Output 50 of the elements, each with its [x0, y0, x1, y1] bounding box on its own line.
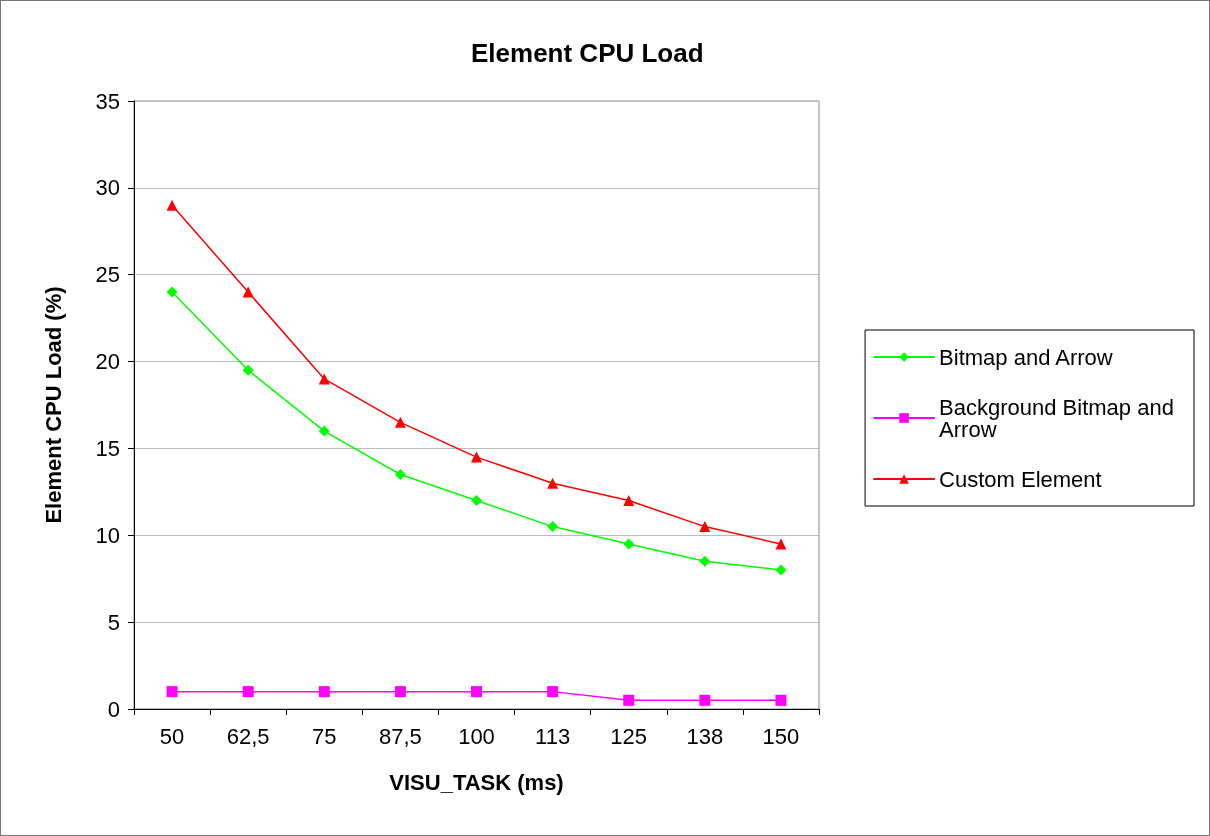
point — [242, 686, 254, 698]
point — [471, 686, 482, 698]
x-tick-label: 100 — [458, 723, 495, 749]
y-tick-label: 5 — [107, 609, 120, 635]
chart-title: Element CPU Load — [471, 38, 704, 68]
x-tick-label: 87,5 — [378, 723, 422, 749]
point — [699, 694, 711, 706]
point — [775, 538, 787, 550]
point — [166, 286, 178, 298]
point — [699, 521, 711, 533]
point — [318, 373, 330, 385]
y-axis-title: Element CPU Load (%) — [40, 286, 66, 524]
legend-label: Custom Element — [939, 466, 1102, 492]
y-tick-label: 10 — [95, 522, 120, 548]
legend-label: Bitmap and Arrow — [939, 344, 1113, 370]
point — [775, 694, 787, 706]
y-tick-label: 0 — [107, 696, 120, 722]
point — [471, 495, 482, 507]
y-tick-label: 20 — [95, 349, 120, 375]
point — [242, 286, 254, 298]
point — [394, 468, 406, 480]
point — [623, 495, 635, 507]
point — [394, 686, 406, 698]
y-tick-label: 15 — [95, 435, 120, 461]
point — [166, 686, 178, 698]
point — [318, 425, 330, 437]
point — [318, 686, 330, 698]
point — [699, 555, 711, 567]
point — [547, 521, 559, 533]
legend-label: Background Bitmap and Arrow — [939, 394, 1181, 442]
x-axis-title: VISU_TASK (ms) — [389, 769, 564, 795]
x-tick-label: 75 — [312, 723, 337, 749]
y-tick-label: 25 — [95, 262, 120, 288]
x-tick-label: 138 — [686, 723, 724, 749]
point — [623, 538, 635, 550]
point — [166, 199, 178, 211]
point — [775, 564, 787, 576]
point — [547, 686, 559, 698]
point — [471, 451, 482, 463]
point — [547, 477, 559, 489]
point — [623, 694, 635, 706]
x-tick-label: 113 — [535, 723, 571, 749]
y-tick-label: 30 — [95, 175, 120, 201]
point — [394, 416, 406, 428]
x-tick-label: 50 — [159, 723, 185, 749]
y-tick-label: 35 — [95, 88, 120, 114]
x-tick-label: 125 — [610, 723, 648, 749]
x-tick-label: 62,5 — [226, 723, 270, 749]
x-tick-label: 150 — [762, 723, 800, 749]
point — [242, 364, 254, 376]
